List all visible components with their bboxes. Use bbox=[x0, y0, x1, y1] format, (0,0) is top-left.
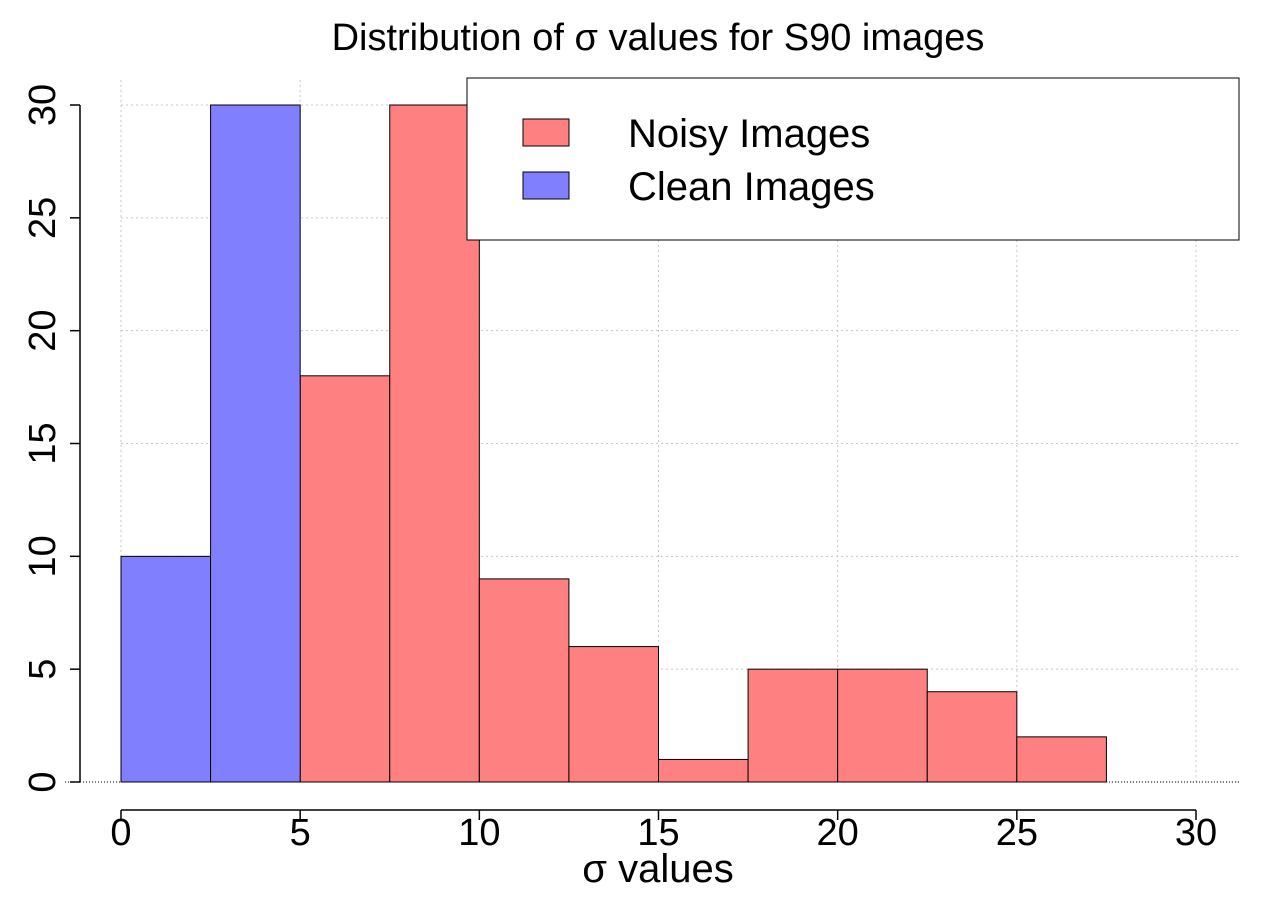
legend-swatch bbox=[522, 118, 570, 147]
bar-noisy-images-2 bbox=[478, 578, 570, 783]
chart-title: Distribution of σ values for S90 images bbox=[332, 17, 985, 59]
bar-noisy-images-7 bbox=[926, 691, 1018, 783]
y-tick-label: 10 bbox=[22, 535, 64, 577]
x-tick-label: 10 bbox=[458, 812, 500, 854]
legend-label: Noisy Images bbox=[628, 112, 870, 156]
y-tick-label: 15 bbox=[22, 422, 64, 464]
bar-noisy-images-1 bbox=[389, 104, 480, 783]
y-tick-label: 5 bbox=[22, 659, 64, 680]
bar-noisy-images-6 bbox=[837, 668, 928, 783]
bar-clean-images-1 bbox=[210, 104, 301, 783]
y-tick-label: 25 bbox=[22, 197, 64, 239]
x-tick-label: 5 bbox=[290, 812, 311, 854]
y-tick-label: 0 bbox=[22, 771, 64, 792]
y-tick-label: 30 bbox=[22, 84, 64, 126]
bar-noisy-images-8 bbox=[1016, 736, 1107, 783]
x-tick-label: 15 bbox=[637, 812, 679, 854]
legend-label: Clean Images bbox=[628, 165, 875, 209]
bar-noisy-images-4 bbox=[658, 758, 749, 783]
x-tick-label: 20 bbox=[817, 812, 859, 854]
bar-noisy-images-0 bbox=[299, 375, 391, 783]
bar-clean-images-0 bbox=[120, 555, 212, 783]
y-tick-label: 20 bbox=[22, 310, 64, 352]
bar-noisy-images-3 bbox=[568, 646, 660, 783]
x-tick-label: 0 bbox=[110, 812, 131, 854]
x-tick-label: 30 bbox=[1175, 812, 1217, 854]
x-axis-label: σ values bbox=[582, 847, 733, 891]
x-tick-label: 25 bbox=[996, 812, 1038, 854]
legend: Noisy Images Clean Images bbox=[466, 77, 1240, 241]
legend-box bbox=[466, 77, 1240, 241]
legend-swatch bbox=[522, 171, 570, 200]
axes: 0 5 10 15 20 25 30 0 5 10 15 20 25 30 bbox=[22, 84, 1240, 854]
bar-noisy-images-5 bbox=[747, 668, 839, 783]
bars bbox=[120, 104, 1107, 783]
